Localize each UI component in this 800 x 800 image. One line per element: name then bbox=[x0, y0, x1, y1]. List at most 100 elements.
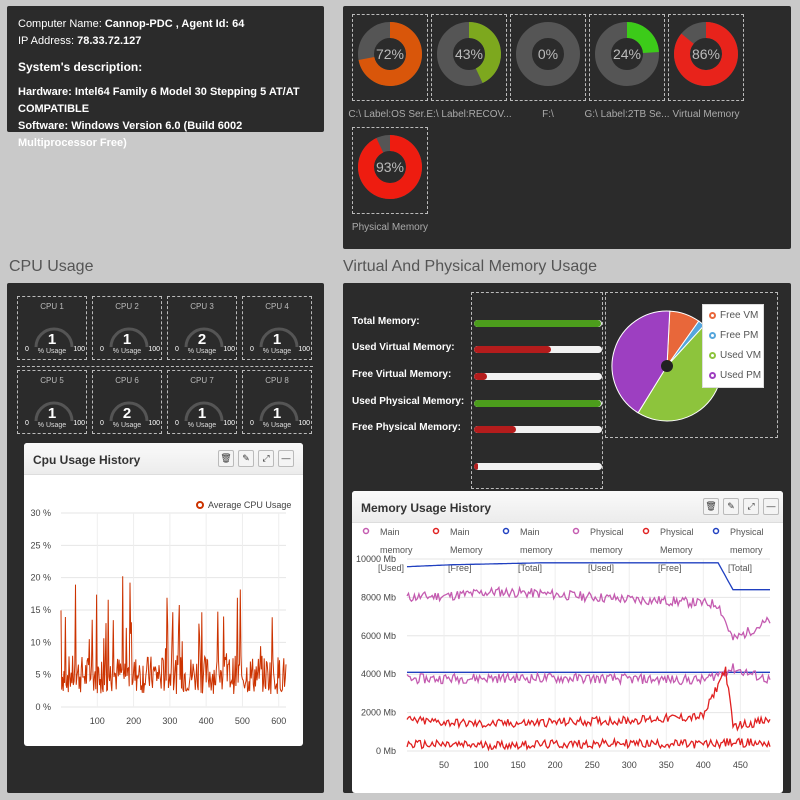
y-tick-label: 0 Mb bbox=[376, 746, 396, 756]
memory-bar-fill bbox=[474, 346, 551, 353]
memory-series-line bbox=[406, 562, 770, 591]
cpu-value: 1 bbox=[47, 331, 57, 348]
edit-icon[interactable]: ✎ bbox=[723, 498, 739, 515]
memory-pie-legend: Free VM Free PM Used VM Used PM bbox=[702, 304, 764, 388]
legend-label: memory bbox=[520, 545, 553, 555]
cpu-value: 1 bbox=[122, 331, 132, 348]
expand-icon[interactable]: ⤢ bbox=[258, 450, 274, 467]
disk-gauge-frame bbox=[352, 14, 428, 101]
cpu-min: 0 bbox=[100, 346, 104, 353]
x-tick-label: 200 bbox=[126, 716, 141, 726]
cpu-max: 100 bbox=[148, 420, 160, 427]
cpu-gauge: CPU 5 1% Usage 0 100 bbox=[17, 370, 87, 434]
ip-value: 78.33.72.127 bbox=[77, 35, 142, 47]
pie-legend-item: Used PM bbox=[709, 370, 761, 381]
disk-percent: 43% bbox=[455, 46, 483, 62]
pie-legend-label: Used PM bbox=[720, 370, 762, 381]
computer-name-label: Computer Name: bbox=[18, 18, 102, 30]
cpu-grid-divider bbox=[17, 366, 313, 367]
disk-donut: 0% bbox=[516, 22, 580, 86]
cpu-name: CPU 6 bbox=[115, 376, 139, 385]
cpu-name: CPU 4 bbox=[265, 302, 289, 311]
memory-bar-label: Free Physical Memory: bbox=[352, 422, 461, 433]
minimize-icon[interactable]: — bbox=[278, 450, 294, 467]
cpu-value: 2 bbox=[122, 405, 132, 422]
disk-gauge-frame bbox=[589, 14, 665, 101]
disk-percent: 72% bbox=[376, 46, 404, 62]
edit-icon[interactable]: ✎ bbox=[238, 450, 254, 467]
disk-gauges-panel: 72% C:\ Label:OS Ser... 43% E:\ Label:RECOV… bbox=[343, 6, 791, 249]
cpu-min: 0 bbox=[250, 346, 254, 353]
memory-bar bbox=[474, 346, 602, 353]
cpu-gauge: CPU 7 1% Usage 0 100 bbox=[167, 370, 237, 434]
x-tick-label: 50 bbox=[439, 760, 449, 770]
cpu-name: CPU 1 bbox=[40, 302, 64, 311]
y-tick-label: 6000 Mb bbox=[361, 631, 396, 641]
y-tick-label: 8000 Mb bbox=[361, 592, 396, 602]
hardware-line: Hardware: Intel64 Family 6 Model 30 Step… bbox=[18, 84, 313, 118]
delete-icon[interactable]: 🗑 bbox=[703, 498, 719, 515]
software-value: Windows Version 6.0 (Build 6002 Multipro… bbox=[18, 120, 243, 149]
computer-name-line: Computer Name: Cannop-PDC , Agent Id: 64 bbox=[18, 16, 313, 33]
cpu-name: CPU 5 bbox=[40, 376, 64, 385]
cpu-value: 1 bbox=[272, 405, 282, 422]
cpu-gauge-arc bbox=[34, 327, 74, 348]
x-tick-label: 300 bbox=[622, 760, 637, 770]
legend-marker bbox=[572, 527, 580, 535]
memory-bar bbox=[474, 320, 602, 327]
disk-label: Physical Memory bbox=[351, 222, 429, 233]
pie-legend-label: Used VM bbox=[720, 350, 762, 361]
legend-label: Memory bbox=[660, 545, 693, 555]
cpu-gauge-arc bbox=[184, 401, 224, 422]
cpu-value: 2 bbox=[197, 331, 207, 348]
x-tick-label: 500 bbox=[235, 716, 250, 726]
x-tick-label: 450 bbox=[733, 760, 748, 770]
cpu-usage-title: CPU Usage bbox=[9, 258, 94, 275]
memory-usage-title: Virtual And Physical Memory Usage bbox=[343, 258, 598, 275]
delete-icon[interactable]: 🗑 bbox=[218, 450, 234, 467]
cpu-name: CPU 2 bbox=[115, 302, 139, 311]
cpu-unit: % Usage bbox=[112, 422, 142, 429]
memory-bar bbox=[474, 373, 602, 380]
y-tick-label: 20 % bbox=[30, 573, 51, 583]
y-tick-label: 5 % bbox=[35, 670, 51, 680]
cpu-gauge: CPU 4 1% Usage 0 100 bbox=[242, 296, 312, 360]
y-tick-label: 2000 Mb bbox=[361, 708, 396, 718]
x-tick-label: 150 bbox=[511, 760, 526, 770]
minimize-icon[interactable]: — bbox=[763, 498, 779, 515]
x-tick-label: 400 bbox=[199, 716, 214, 726]
memory-series-line bbox=[406, 666, 771, 732]
legend-label: [Total] bbox=[518, 563, 542, 573]
y-tick-label: 10000 Mb bbox=[356, 554, 396, 564]
memory-bar bbox=[474, 400, 602, 407]
memory-usage-panel: Total Memory: Used Virtual Memory: Free Vi… bbox=[343, 283, 791, 793]
cpu-min: 0 bbox=[25, 346, 29, 353]
memory-series-line bbox=[406, 736, 771, 752]
legend-marker bbox=[712, 527, 720, 535]
legend-label: Physical bbox=[660, 527, 694, 537]
legend-dot-icon bbox=[709, 332, 716, 339]
disk-donut-fill bbox=[626, 22, 659, 54]
description-title: System's description: bbox=[18, 60, 143, 74]
cpu-gauge: CPU 3 2% Usage 0 100 bbox=[167, 296, 237, 360]
memory-pie-box bbox=[605, 292, 778, 438]
memory-bar-fill bbox=[474, 400, 601, 407]
expand-icon[interactable]: ⤢ bbox=[743, 498, 759, 515]
y-tick-label: 30 % bbox=[30, 508, 51, 518]
ip-line: IP Address: 78.33.72.127 bbox=[18, 33, 313, 50]
cpu-name: CPU 8 bbox=[265, 376, 289, 385]
software-line: Software: Windows Version 6.0 (Build 600… bbox=[18, 118, 313, 152]
disk-donut: 43% bbox=[437, 22, 501, 86]
x-tick-label: 100 bbox=[474, 760, 489, 770]
memory-bars-box bbox=[471, 292, 603, 489]
cpu-unit: % Usage bbox=[262, 422, 292, 429]
agent-id-label: , Agent Id: bbox=[175, 18, 230, 30]
memory-bar bbox=[474, 426, 602, 433]
x-tick-label: 300 bbox=[162, 716, 177, 726]
pie-slice bbox=[611, 310, 671, 414]
cpu-max: 100 bbox=[223, 346, 235, 353]
legend-marker bbox=[502, 527, 510, 535]
y-tick-label: 0 % bbox=[35, 702, 51, 712]
memory-series-line bbox=[406, 663, 771, 687]
